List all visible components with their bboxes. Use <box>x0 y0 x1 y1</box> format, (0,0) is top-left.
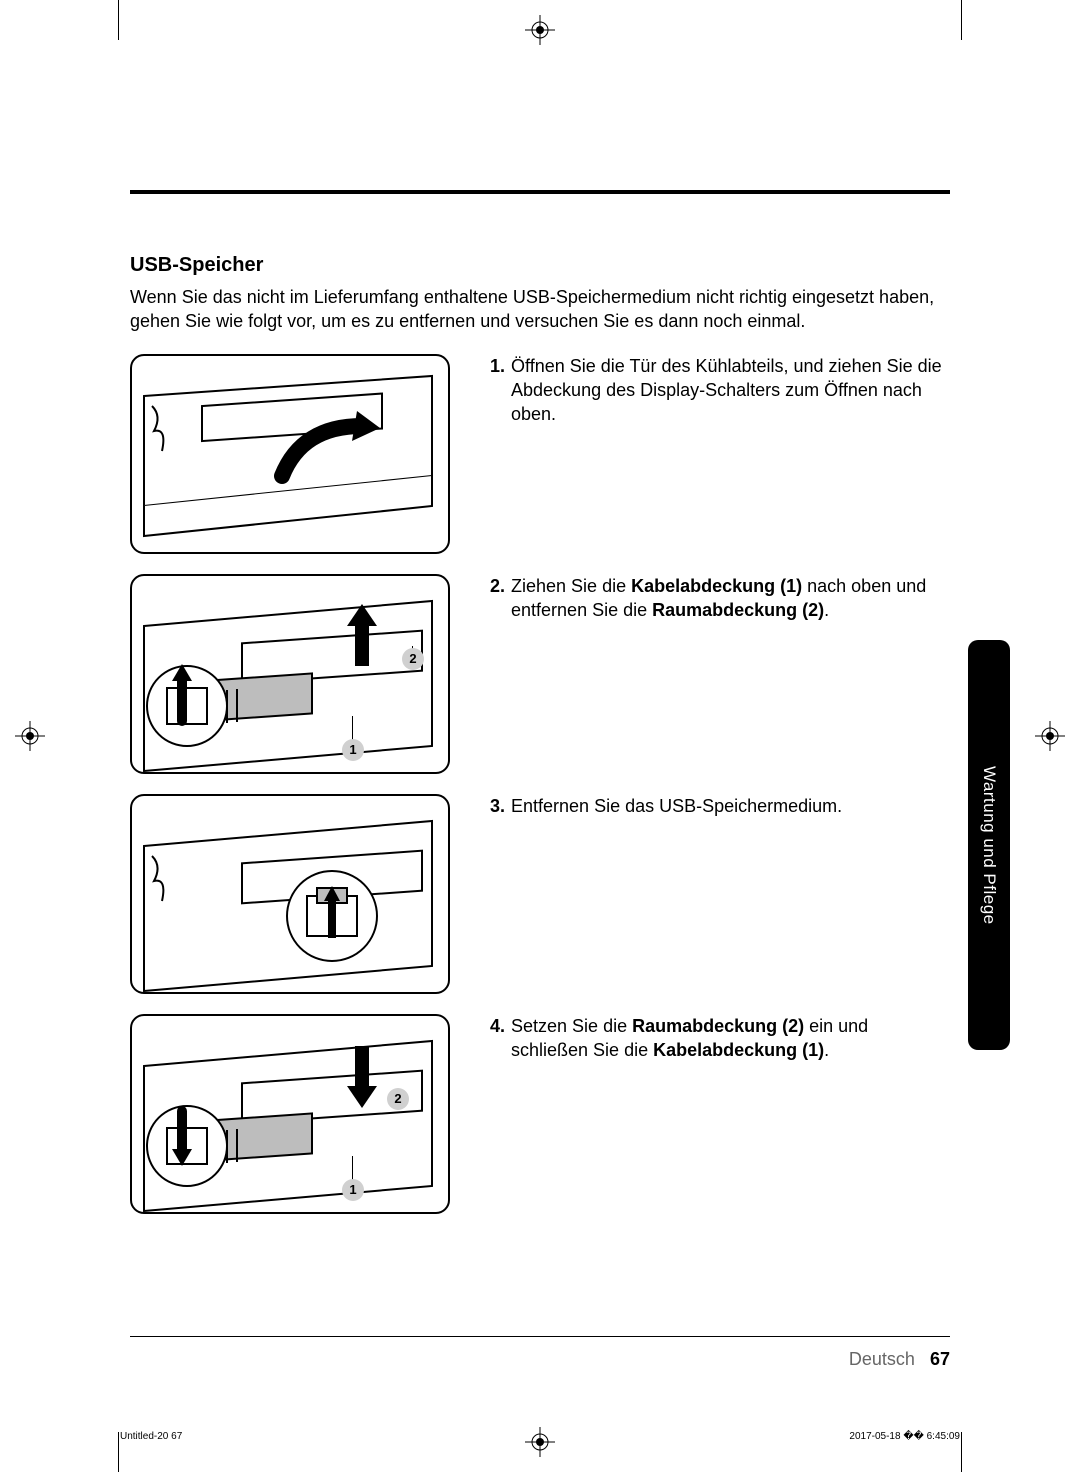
footer-page-number: 67 <box>930 1349 950 1369</box>
callout-badge: 2 <box>387 1088 409 1110</box>
callout-badge: 2 <box>402 648 424 670</box>
callout-number: 2 <box>394 1091 401 1106</box>
section-title: USB-Speicher <box>130 254 950 277</box>
registration-mark <box>15 721 45 751</box>
crop-mark <box>118 1432 119 1472</box>
print-footer-left: Untitled-20 67 <box>120 1431 182 1442</box>
illustration-step-4: 1 2 <box>130 1014 450 1214</box>
side-tab-label: Wartung und Pflege <box>979 766 999 925</box>
step-text: 1. Öffnen Sie die Tür des Kühlabteils, u… <box>490 354 950 427</box>
step-row: 1 2 2. Ziehen Sie die Kabelabdeckung (1)… <box>130 574 950 774</box>
step-body: Setzen Sie die Raumabdeckung (2) ein und… <box>511 1014 950 1063</box>
crop-mark <box>961 0 962 40</box>
step-body: Entfernen Sie das USB-Speichermedium. <box>511 794 842 818</box>
section-intro: Wenn Sie das nicht im Lieferumfang entha… <box>130 285 950 334</box>
illustration-step-3 <box>130 794 450 994</box>
step-text: 4. Setzen Sie die Raumabdeckung (2) ein … <box>490 1014 950 1063</box>
callout-badge: 1 <box>342 1179 364 1201</box>
step-number: 1. <box>490 354 505 427</box>
step-body: Ziehen Sie die Kabelabdeckung (1) nach o… <box>511 574 950 623</box>
step-number: 3. <box>490 794 505 818</box>
side-tab: Wartung und Pflege <box>968 640 1010 1050</box>
print-footer-right: 2017-05-18 �� 6:45:09 <box>849 1431 960 1442</box>
step-number: 2. <box>490 574 505 623</box>
illustration-step-2: 1 2 <box>130 574 450 774</box>
illustration-step-1 <box>130 354 450 554</box>
step-number: 4. <box>490 1014 505 1063</box>
registration-mark <box>525 1427 555 1457</box>
step-row: 1. Öffnen Sie die Tür des Kühlabteils, u… <box>130 354 950 554</box>
top-rule <box>130 190 950 194</box>
step-row: 1 2 4. Setzen Sie die Raumabdeckung (2) … <box>130 1014 950 1214</box>
page-content: USB-Speicher Wenn Sie das nicht im Liefe… <box>130 90 950 1370</box>
callout-number: 1 <box>349 742 356 757</box>
registration-mark <box>1035 721 1065 751</box>
step-row: 3. Entfernen Sie das USB-Speichermedium. <box>130 794 950 994</box>
footer-language: Deutsch <box>849 1349 915 1369</box>
step-body: Öffnen Sie die Tür des Kühlabteils, und … <box>511 354 950 427</box>
registration-mark <box>525 15 555 45</box>
crop-mark <box>118 0 119 40</box>
crop-mark <box>961 1432 962 1472</box>
callout-number: 2 <box>409 651 416 666</box>
step-text: 3. Entfernen Sie das USB-Speichermedium. <box>490 794 950 818</box>
callout-badge: 1 <box>342 739 364 761</box>
page-footer: Deutsch 67 <box>130 1336 950 1370</box>
step-text: 2. Ziehen Sie die Kabelabdeckung (1) nac… <box>490 574 950 623</box>
callout-number: 1 <box>349 1182 356 1197</box>
